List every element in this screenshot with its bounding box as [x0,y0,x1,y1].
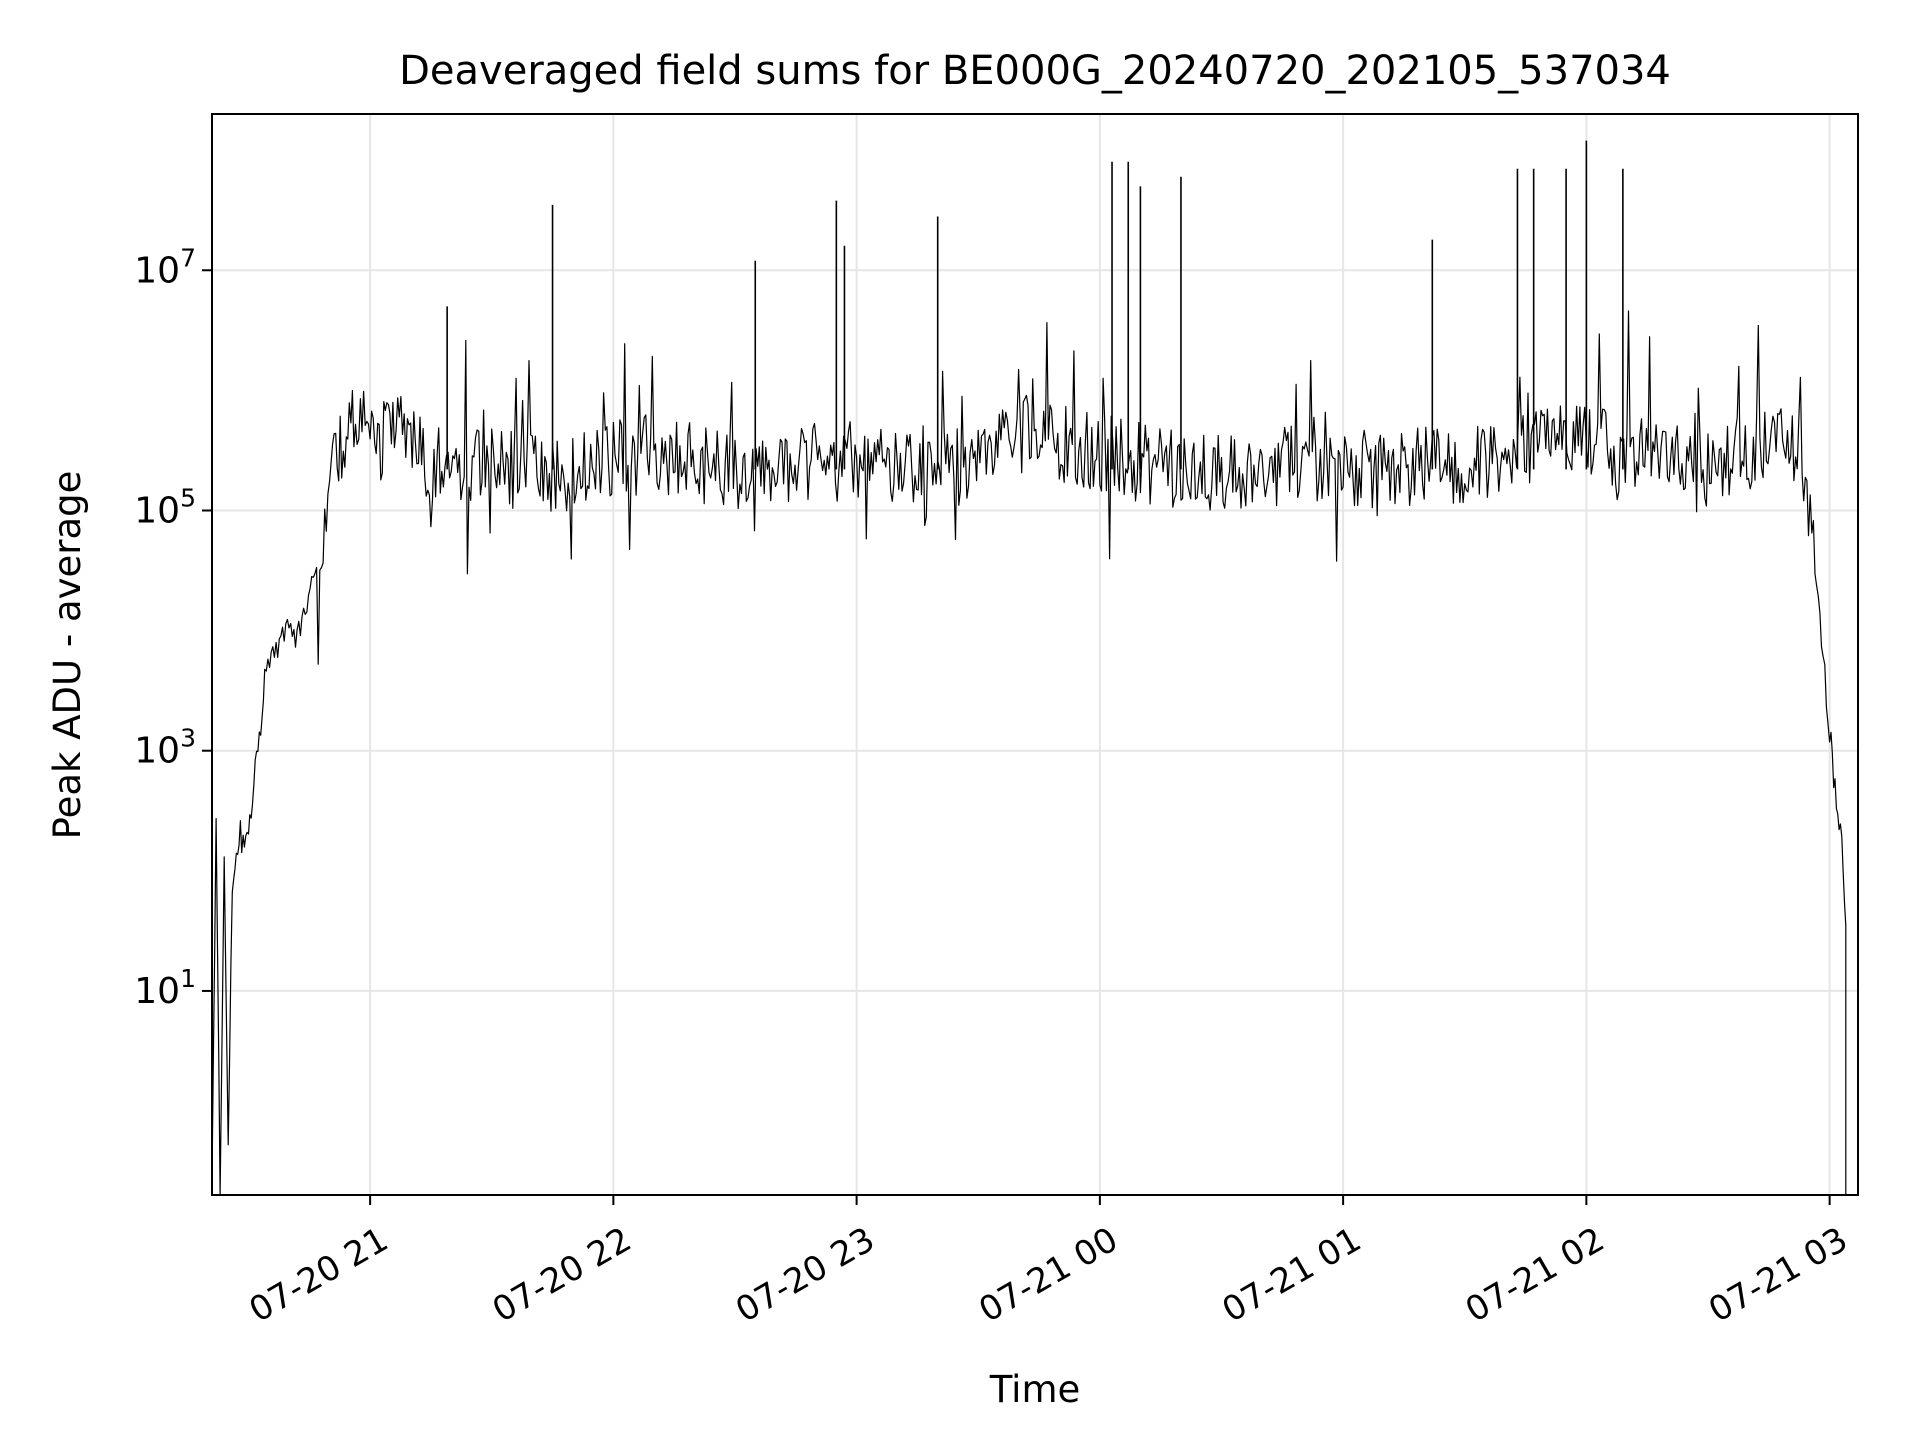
x-axis-label: Time [989,1368,1081,1411]
chart-title: Deaveraged field sums for BE000G_2024072… [399,48,1671,94]
y-tick-label: 103 [134,724,196,772]
y-axis-ticks: 101 103 105 107 [134,243,212,1012]
y-tick-label: 105 [134,483,196,531]
y-tick-label: 107 [134,243,196,291]
y-tick-label: 101 [134,964,196,1012]
y-axis-label: Peak ADU - average [46,471,89,840]
series-layer [211,140,1847,1196]
plot-area-frame [211,113,1859,1196]
series-line [211,310,1847,1196]
